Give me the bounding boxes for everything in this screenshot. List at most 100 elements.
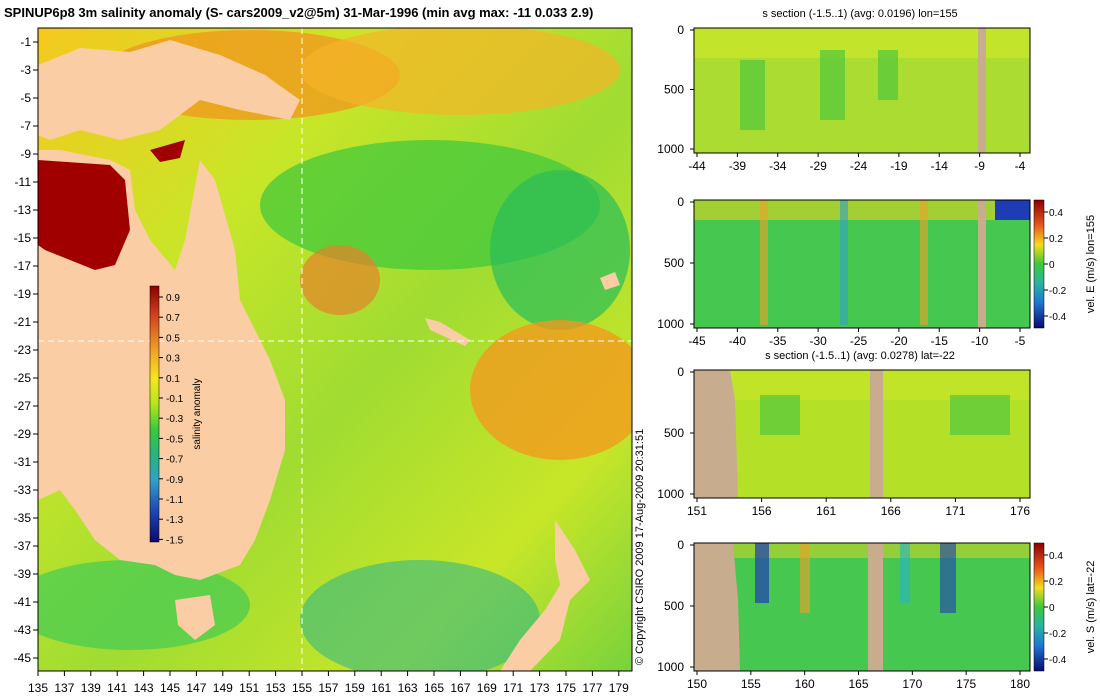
panel-x-tick-label: -29 [809, 159, 827, 173]
map-x-tick-label: 161 [371, 681, 391, 695]
map-x-tick-label: 141 [107, 681, 127, 695]
panel-x-tick-label: -4 [1015, 159, 1026, 173]
panel-colorbar-tick-label: 0.4 [1049, 208, 1063, 219]
map-y-tick-label: -33 [14, 483, 32, 497]
map-colorbar-title: salinity anomaly [192, 378, 203, 449]
panel-x-tick-label: 176 [1010, 504, 1030, 518]
panel-x-tick-label: 175 [956, 677, 976, 691]
map-y-tick-label: -21 [14, 315, 32, 329]
panel-x-tick-label: -24 [850, 159, 868, 173]
map-x-tick-label: 173 [530, 681, 550, 695]
map-x-tick-label: 147 [186, 681, 206, 695]
map-x-tick-label: 151 [239, 681, 259, 695]
panel-y-tick-label: 500 [664, 426, 684, 440]
map-y-tick-label: -43 [14, 623, 32, 637]
panel-2-frame [693, 369, 1031, 499]
section-panel-vel-s-lat-22: vel. S (m/s) lat=-22 150 155 160 165 170 175 1… [657, 538, 1097, 691]
map-y-tick-label: -7 [20, 119, 31, 133]
panel-1-streak-3 [920, 200, 928, 325]
map-x-tick-label: 143 [134, 681, 154, 695]
panel-x-tick-label: 151 [687, 504, 707, 518]
map-patch-green-east [490, 170, 630, 330]
panel-1-streak-1 [760, 200, 768, 325]
panel-y-tick-label: 0 [677, 195, 684, 209]
map-y-tick-label: -23 [14, 343, 32, 357]
map-x-tick-label: 179 [609, 681, 629, 695]
map-colorbar-tick-label: 0.3 [166, 354, 180, 365]
map-y-tick-label: -13 [14, 203, 32, 217]
panel-3-streak-3 [940, 543, 956, 613]
panel-colorbar-tick-label: -0.4 [1049, 655, 1067, 666]
map-x-tick-label: 163 [398, 681, 418, 695]
panel-y-tick-label: 500 [664, 256, 684, 270]
main-title: SPINUP6p8 3m salinity anomaly (S- cars20… [4, 5, 593, 20]
panel-x-tick-label: -14 [931, 159, 949, 173]
panel-0-frame [693, 27, 1031, 154]
section-panel-salinity-lon155: s section (-1.5..1) (avg: 0.0196) lon=15… [657, 8, 1031, 173]
panel-x-tick-label: -35 [769, 334, 787, 348]
panel-y-tick-label: 1000 [657, 660, 684, 674]
map-colorbar-tick-label: -0.9 [166, 475, 184, 486]
panel-2-blob-1 [760, 395, 800, 435]
map-patch-eddy [300, 245, 380, 315]
map-x-tick-label: 137 [54, 681, 74, 695]
map-colorbar-tick-label: 0.1 [166, 374, 180, 385]
panel-colorbar-tick-label: -0.2 [1049, 286, 1067, 297]
map-y-tick-label: -5 [20, 91, 31, 105]
panel-1-field [694, 200, 1030, 328]
map-x-tick-label: 165 [424, 681, 444, 695]
map-y-tick-label: -39 [14, 567, 32, 581]
carpentaria-high-salinity [38, 160, 130, 270]
panel-1-side-label: vel. E (m/s) lon=155 [1085, 215, 1097, 313]
panel-x-tick-label: 160 [795, 677, 815, 691]
panel-x-tick-label: -30 [809, 334, 827, 348]
panel-0-blob-2 [820, 50, 845, 120]
new-zealand-land [500, 520, 590, 671]
panel-3-streak-4 [900, 543, 910, 603]
panel-x-tick-label: 150 [687, 677, 707, 691]
map-x-tick-label: 155 [292, 681, 312, 695]
panel-0-blob-3 [878, 50, 898, 100]
panel-x-tick-label: 155 [741, 677, 761, 691]
map-x-tick-label: 157 [318, 681, 338, 695]
panel-colorbar-tick-label: 0 [1049, 260, 1055, 271]
new-guinea-land [38, 40, 300, 140]
map-y-tick-label: -41 [14, 595, 32, 609]
panel-x-tick-label: -45 [688, 334, 706, 348]
map-colorbar-tick-label: -0.5 [166, 434, 184, 445]
panel-x-tick-label: -10 [971, 334, 989, 348]
panel-x-tick-label: -20 [890, 334, 908, 348]
map-y-tick-label: -3 [20, 63, 31, 77]
map-y-tick-label: -37 [14, 539, 32, 553]
torres-high-salinity [150, 140, 185, 162]
panel-3-land-west [694, 543, 740, 671]
panel-colorbar-tick-label: -0.4 [1049, 312, 1067, 323]
map-colorbar-tick-label: 0.5 [166, 333, 180, 344]
panel-x-tick-label: 180 [1010, 677, 1030, 691]
panel-3-land-mid [868, 543, 883, 671]
panel-x-tick-label: -39 [729, 159, 747, 173]
panel-y-tick-label: 1000 [657, 317, 684, 331]
panel-3-streak-2 [800, 543, 810, 613]
panel-0-blob-1 [740, 60, 765, 130]
map-y-tick-label: -19 [14, 287, 32, 301]
salinity-map [38, 28, 632, 671]
section-panel-salinity-lat-22: s section (-1.5..1) (avg: 0.0278) lat=-2… [657, 350, 1031, 518]
map-x-tick-label: 175 [556, 681, 576, 695]
map-x-tick-label: 159 [345, 681, 365, 695]
panel-0-title: s section (-1.5..1) (avg: 0.0196) lon=15… [762, 8, 957, 20]
map-y-axis: -1 -3 -5 -7 -9 -11 -13 -15 -17 -19 -21 -23 -25 -27 -29… [14, 35, 38, 665]
map-y-tick-label: -29 [14, 427, 32, 441]
map-y-tick-label: -31 [14, 455, 32, 469]
panel-3-colorbar [1033, 542, 1045, 672]
map-x-tick-label: 171 [503, 681, 523, 695]
panel-y-tick-label: 1000 [657, 487, 684, 501]
panel-x-tick-label: -5 [1015, 334, 1026, 348]
map-x-tick-label: 139 [81, 681, 101, 695]
map-colorbar-tick-label: -0.1 [166, 394, 184, 405]
panel-y-tick-label: 1000 [657, 142, 684, 156]
map-y-tick-label: -17 [14, 259, 32, 273]
map-y-tick-label: -25 [14, 371, 32, 385]
panel-x-tick-label: -19 [890, 159, 908, 173]
